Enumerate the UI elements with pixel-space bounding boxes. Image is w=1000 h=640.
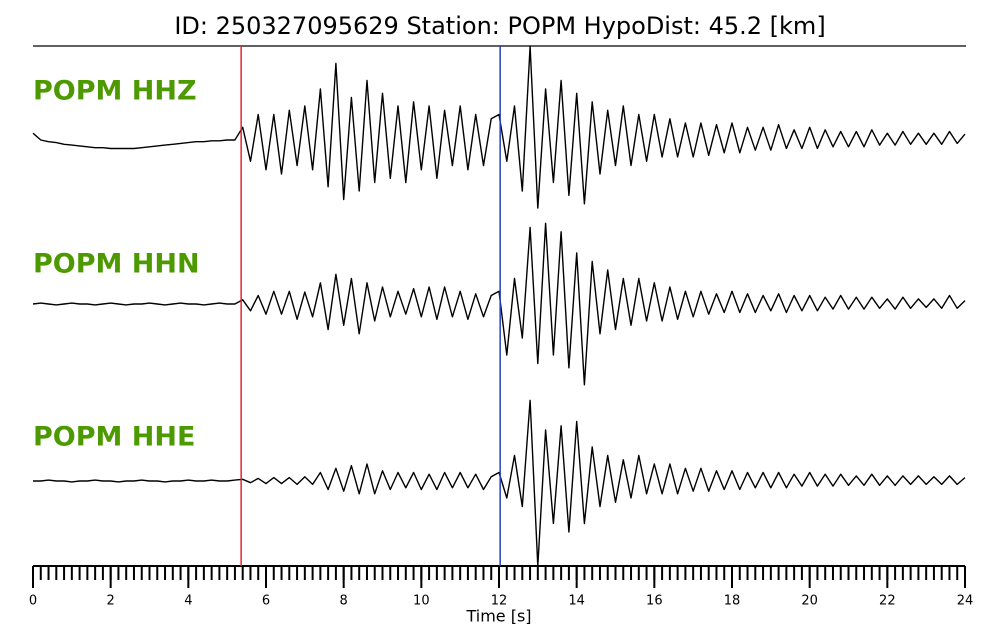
x-tick-label: 14 <box>568 594 585 609</box>
waveform <box>33 399 966 567</box>
waveform <box>32 222 966 386</box>
x-tick-label: 12 <box>491 594 508 609</box>
chart-title: ID: 250327095629 Station: POPM HypoDist:… <box>174 12 825 40</box>
x-tick-label: 20 <box>801 594 818 609</box>
trace-label: POPM HHZ <box>33 76 197 107</box>
x-tick-label: 18 <box>724 594 741 609</box>
x-tick-label: 10 <box>413 594 430 609</box>
trace-label: POPM HHE <box>33 422 195 453</box>
waveform <box>32 45 966 209</box>
trace-label: POPM HHN <box>33 249 200 280</box>
x-tick-label: 4 <box>184 594 192 609</box>
x-axis-label: Time [s] <box>465 607 531 626</box>
x-tick-label: 24 <box>957 594 974 609</box>
x-tick-label: 8 <box>340 594 348 609</box>
x-tick-label: 6 <box>262 594 270 609</box>
x-tick-label: 2 <box>107 594 115 609</box>
x-tick-label: 0 <box>29 594 37 609</box>
x-tick-label: 22 <box>879 594 896 609</box>
x-tick-label: 16 <box>646 594 663 609</box>
